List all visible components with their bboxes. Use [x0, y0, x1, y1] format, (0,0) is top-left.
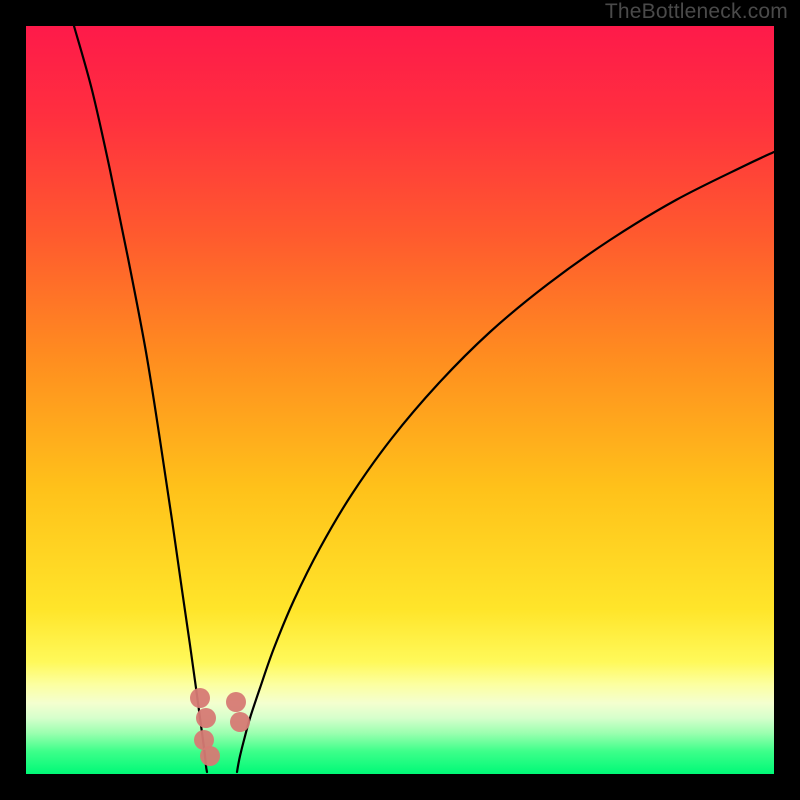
- chart-container: TheBottleneck.com: [0, 0, 800, 800]
- black-frame: [0, 0, 800, 800]
- watermark-text: TheBottleneck.com: [605, 0, 788, 24]
